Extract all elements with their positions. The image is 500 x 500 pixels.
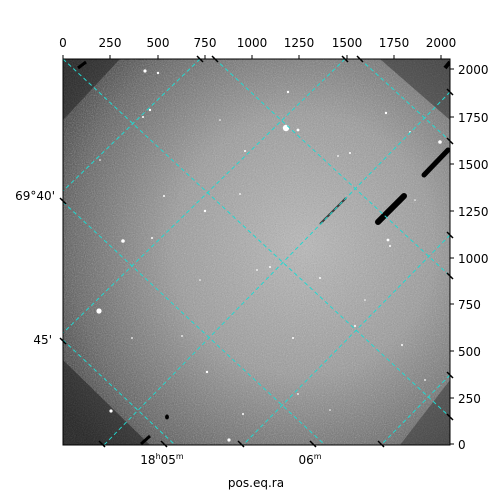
right-tick-label: 750 — [458, 298, 481, 312]
star — [244, 150, 246, 152]
star — [424, 379, 426, 381]
dec-tick-label: 69°40' — [15, 189, 55, 203]
star — [389, 245, 391, 247]
coordinate-grid — [63, 59, 450, 445]
star — [142, 116, 144, 118]
star — [239, 193, 241, 195]
star — [438, 140, 442, 144]
star — [242, 413, 244, 415]
star — [349, 152, 351, 154]
top-tick-label: 1250 — [284, 36, 315, 50]
star — [151, 237, 153, 239]
star — [199, 279, 201, 281]
x-axis-label: pos.eq.ra — [228, 476, 284, 490]
star — [319, 277, 321, 279]
stars — [96, 69, 442, 442]
star — [414, 199, 416, 201]
star — [401, 344, 403, 346]
star — [205, 370, 209, 374]
plot-frame — [62, 58, 451, 446]
top-tick-label: 1500 — [332, 36, 363, 50]
star — [384, 111, 388, 115]
right-tick-label: 1250 — [458, 205, 489, 219]
star — [181, 335, 183, 337]
wcs-edge-ticks — [59, 55, 454, 448]
star — [163, 195, 165, 197]
star — [256, 269, 258, 271]
star — [99, 159, 101, 161]
star — [96, 308, 102, 314]
star — [354, 325, 356, 327]
top-axis: 0 250 500 750 1000 1250 1500 1750 2000 — [59, 36, 456, 59]
star — [143, 69, 147, 73]
right-axis: 2000 1750 1500 1250 1000 750 500 250 0 — [450, 63, 489, 452]
ra-tick-label: 06m — [298, 452, 321, 467]
star — [131, 337, 133, 339]
satellite-streaks — [77, 60, 450, 445]
star — [282, 124, 290, 132]
right-tick-label: 1000 — [458, 252, 489, 266]
right-tick-label: 0 — [458, 438, 466, 452]
top-tick-label: 0 — [59, 36, 67, 50]
star — [297, 393, 299, 395]
star — [329, 409, 331, 411]
right-tick-label: 500 — [458, 345, 481, 359]
right-tick-label: 1750 — [458, 111, 489, 125]
top-tick-label: 1750 — [379, 36, 410, 50]
star — [203, 209, 207, 213]
right-tick-label: 250 — [458, 392, 481, 406]
right-tick-label: 2000 — [458, 63, 489, 77]
star — [156, 71, 160, 75]
dark-spot — [165, 414, 169, 420]
star — [337, 155, 339, 157]
star — [269, 266, 271, 268]
star — [109, 409, 113, 413]
sky-image — [63, 59, 450, 445]
star — [364, 299, 366, 301]
star — [292, 337, 294, 339]
top-tick-label: 2000 — [426, 36, 457, 50]
star — [286, 90, 290, 94]
star — [148, 108, 152, 112]
star — [219, 119, 221, 121]
star — [227, 438, 231, 442]
top-tick-label: 500 — [147, 36, 170, 50]
top-tick-label: 750 — [194, 36, 217, 50]
right-tick-label: 1500 — [458, 158, 489, 172]
star — [121, 239, 125, 243]
star — [386, 238, 390, 242]
top-tick-label: 250 — [99, 36, 122, 50]
top-tick-label: 1000 — [237, 36, 268, 50]
dec-tick-label: 45' — [33, 333, 52, 347]
star — [296, 128, 300, 132]
ra-tick-label: 18h05m — [140, 452, 184, 467]
